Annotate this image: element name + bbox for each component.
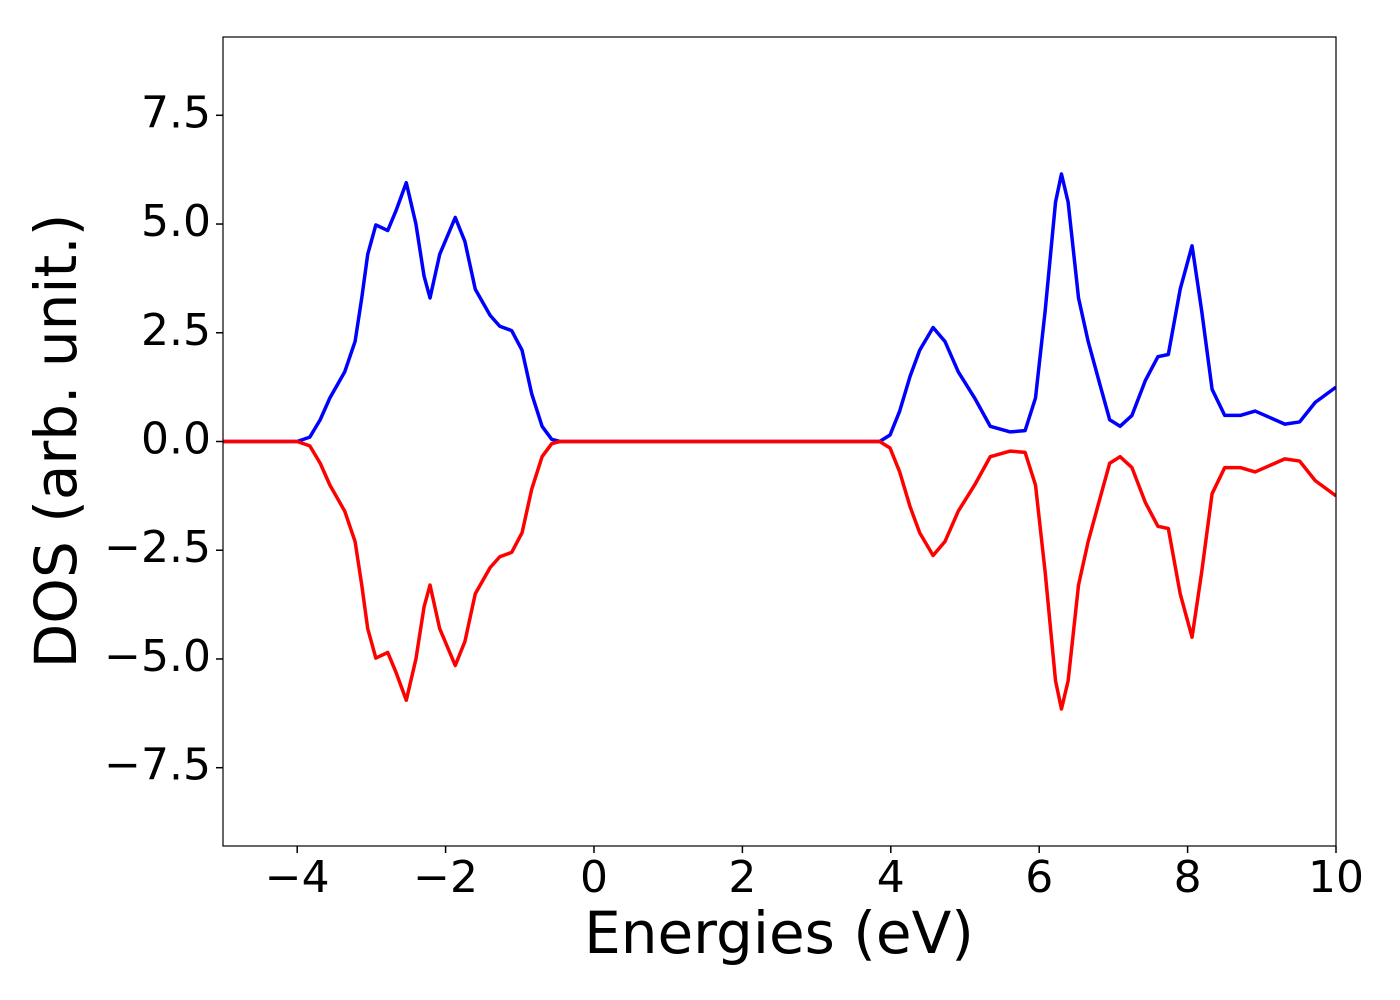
series-line <box>223 172 1336 444</box>
x-axis-label: Energies (eV) <box>584 899 974 967</box>
y-tick-label: −5.0 <box>104 631 211 682</box>
y-tick-label: 7.5 <box>141 87 211 138</box>
y-tick-label: 5.0 <box>141 196 211 247</box>
x-tick-label: −2 <box>413 852 478 903</box>
x-tick-label: 0 <box>580 852 608 903</box>
y-tick-label: 2.5 <box>141 305 211 356</box>
x-tick-label: 8 <box>1174 852 1202 903</box>
y-tick-label: 0.0 <box>141 414 211 465</box>
x-tick-label: 10 <box>1308 852 1364 903</box>
y-axis-label: DOS (arb. unit.) <box>22 214 90 669</box>
y-tick-label: −7.5 <box>104 740 211 791</box>
x-tick-label: 4 <box>877 852 905 903</box>
plot-frame <box>222 36 1337 847</box>
series-line <box>223 439 1336 711</box>
y-tick-label: −2.5 <box>104 522 211 573</box>
x-tick-label: −4 <box>265 852 330 903</box>
x-tick-label: 2 <box>728 852 756 903</box>
x-tick-label: 6 <box>1025 852 1053 903</box>
